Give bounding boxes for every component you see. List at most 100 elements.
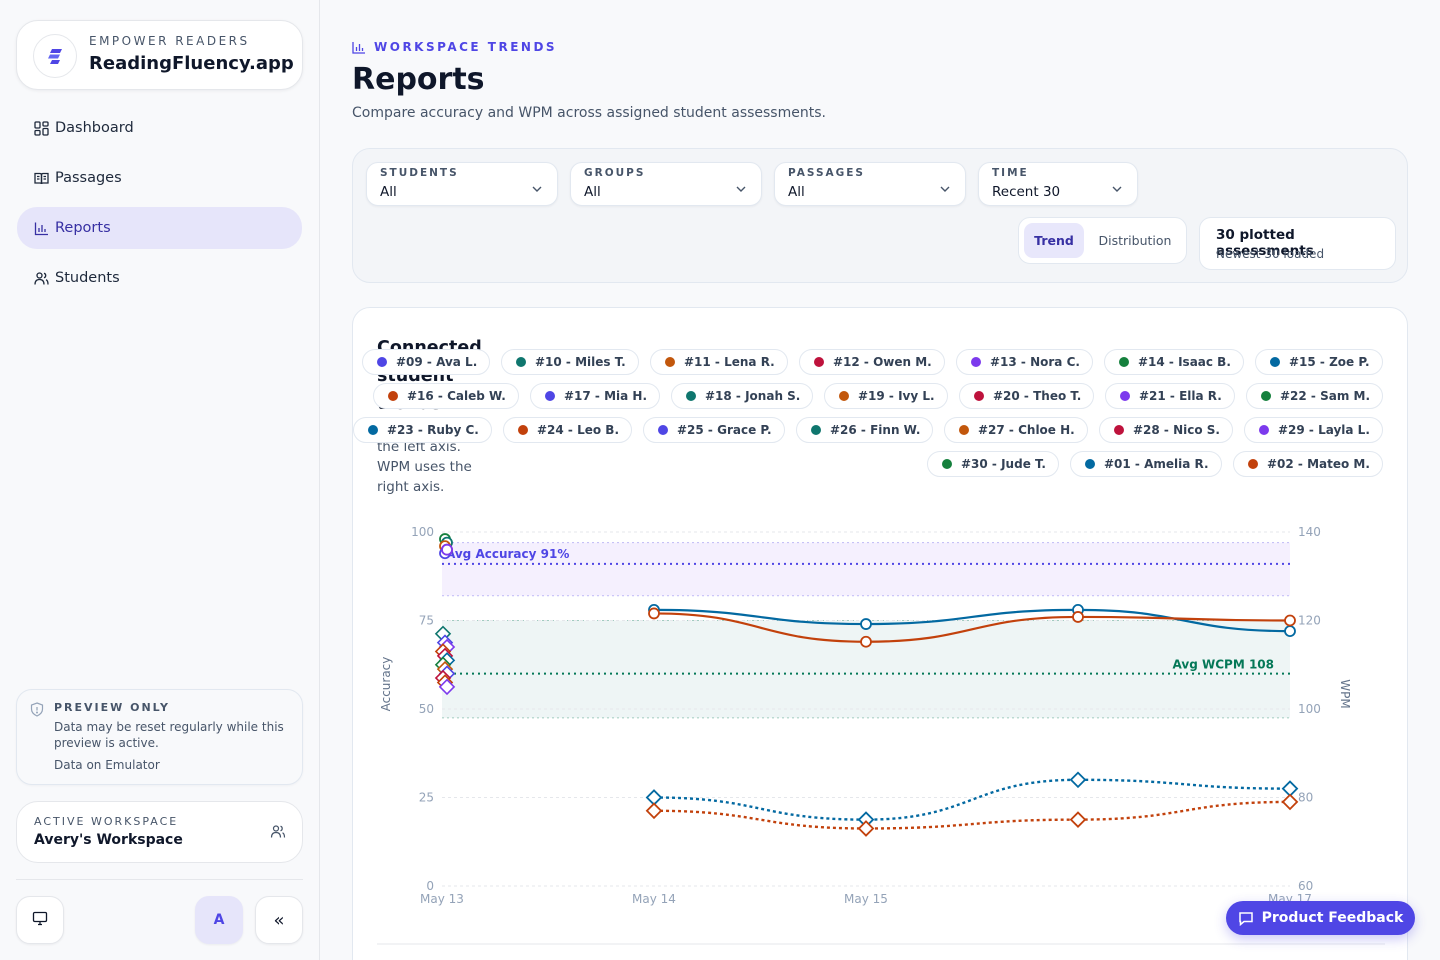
legend-chip[interactable]: #30 - Jude T. — [927, 451, 1059, 477]
legend-dot — [1119, 357, 1129, 367]
legend-chip[interactable]: #11 - Lena R. — [650, 349, 788, 375]
distribution-tab[interactable]: Distribution — [1098, 233, 1172, 248]
legend-chip[interactable]: #01 - Amelia R. — [1070, 451, 1222, 477]
legend-dot — [658, 425, 668, 435]
filter-value: Recent 30 — [992, 184, 1061, 200]
legend-label: #13 - Nora C. — [990, 355, 1080, 369]
legend-chip[interactable]: #24 - Leo B. — [503, 417, 633, 443]
workspace-switcher[interactable]: ACTIVE WORKSPACE Avery's Workspace — [16, 801, 303, 863]
collapse-sidebar-button[interactable]: « — [255, 896, 303, 944]
legend-dot — [518, 425, 528, 435]
bar-chart-icon — [33, 220, 49, 236]
legend-dot — [942, 459, 952, 469]
filter-label: PASSAGES — [788, 167, 865, 179]
legend-chip[interactable]: #29 - Layla L. — [1244, 417, 1383, 443]
legend-dot — [368, 425, 378, 435]
legend-chip[interactable]: #20 - Theo T. — [959, 383, 1095, 409]
chevron-down-icon — [1111, 178, 1123, 197]
legend-label: #22 - Sam M. — [1280, 389, 1371, 403]
workspace-name: Avery's Workspace — [34, 832, 183, 848]
legend-chip[interactable]: #16 - Caleb W. — [373, 383, 519, 409]
filter-value: All — [584, 184, 601, 200]
page-title: Reports — [352, 62, 485, 97]
legend-chip[interactable]: #15 - Zoe P. — [1255, 349, 1383, 375]
legend-chip[interactable]: #26 - Finn W. — [796, 417, 934, 443]
preview-text: Data may be reset regularly while this p… — [54, 720, 284, 750]
students-filter[interactable]: STUDENTS All — [366, 162, 558, 206]
sidebar-item-label: Reports — [55, 220, 111, 236]
preview-title: PREVIEW ONLY — [54, 701, 170, 714]
y-axis-label-right: WPM — [1338, 679, 1352, 708]
wpm-point — [857, 820, 875, 837]
trend-chart: Avg Accuracy 91% Avg WCPM 108 0 60 25 80 50 100… — [377, 525, 1385, 945]
y-tick-label-right: 60 — [1298, 879, 1313, 893]
time-filter[interactable]: TIME Recent 30 — [978, 162, 1138, 206]
passages-filter[interactable]: PASSAGES All — [774, 162, 966, 206]
legend-chip[interactable]: #27 - Chloe H. — [944, 417, 1088, 443]
legend-label: #27 - Chloe H. — [978, 423, 1075, 437]
filter-label: GROUPS — [584, 167, 646, 179]
view-toggle: Trend Distribution — [1018, 217, 1187, 264]
preview-sub: Data on Emulator — [54, 758, 160, 772]
y-tick-label-right: 140 — [1298, 525, 1321, 539]
users-icon — [270, 824, 286, 843]
chat-icon — [1238, 911, 1253, 926]
page-kicker: WORKSPACE TRENDS — [352, 40, 557, 54]
legend-dot — [1261, 391, 1271, 401]
y-tick-label-left: 75 — [419, 614, 434, 628]
wpm-point — [1069, 771, 1087, 789]
legend-chip[interactable]: #22 - Sam M. — [1246, 383, 1384, 409]
legend-chip[interactable]: #02 - Mateo M. — [1233, 451, 1383, 477]
trend-tab[interactable]: Trend — [1024, 223, 1084, 258]
groups-filter[interactable]: GROUPS All — [570, 162, 762, 206]
sidebar-item-label: Dashboard — [55, 120, 134, 136]
sidebar-item-students[interactable]: Students — [17, 257, 302, 299]
y-tick-label-right: 100 — [1298, 702, 1321, 716]
brand-card[interactable]: EMPOWER READERS ReadingFluency.app — [16, 20, 303, 90]
legend-dot — [545, 391, 555, 401]
legend-chip[interactable]: #09 - Ava L. — [362, 349, 491, 375]
count-title: 30 plotted assessments — [1216, 227, 1314, 259]
sidebar-item-reports[interactable]: Reports — [17, 207, 302, 249]
brand-name: ReadingFluency.app — [89, 53, 294, 74]
legend-chip[interactable]: #10 - Miles T. — [501, 349, 639, 375]
accuracy-point — [1284, 614, 1296, 627]
legend-dot — [686, 391, 696, 401]
sidebar-item-label: Students — [55, 270, 120, 286]
y-tick-label-left: 100 — [411, 525, 434, 539]
sidebar-item-passages[interactable]: Passages — [17, 157, 302, 199]
grid-icon — [33, 120, 49, 136]
legend-chip[interactable]: #14 - Isaac B. — [1104, 349, 1244, 375]
assessment-count-badge: 30 plotted assessments Newest 30 loaded — [1199, 217, 1396, 270]
legend-dot — [377, 357, 387, 367]
workspace-label: ACTIVE WORKSPACE — [34, 815, 179, 828]
legend-chip[interactable]: #18 - Jonah S. — [671, 383, 814, 409]
legend-chip[interactable]: #19 - Ivy L. — [824, 383, 948, 409]
legend-dot — [814, 357, 824, 367]
display-mode-button[interactable] — [16, 896, 64, 944]
legend-chip[interactable]: #25 - Grace P. — [643, 417, 785, 443]
legend-dot — [974, 391, 984, 401]
legend-chip[interactable]: #13 - Nora C. — [956, 349, 1093, 375]
legend-chip[interactable]: #21 - Ella R. — [1105, 383, 1235, 409]
legend-chip[interactable]: #28 - Nico S. — [1099, 417, 1233, 443]
sidebar-item-dashboard[interactable]: Dashboard — [17, 107, 302, 149]
wpm-point — [857, 811, 875, 828]
legend-chip[interactable]: #23 - Ruby C. — [353, 417, 492, 443]
legend-chip[interactable]: #12 - Owen M. — [799, 349, 945, 375]
chevron-down-icon — [939, 178, 951, 197]
wpm-point — [645, 789, 663, 806]
product-feedback-button[interactable]: Product Feedback — [1226, 901, 1415, 935]
filter-value: All — [380, 184, 397, 200]
legend-chip[interactable]: #17 - Mia H. — [530, 383, 661, 409]
book-icon — [33, 170, 49, 186]
sidebar: EMPOWER READERS ReadingFluency.app Dashb… — [0, 0, 320, 960]
accuracy-point — [1284, 625, 1296, 638]
y-tick-label-left: 50 — [419, 702, 434, 716]
legend-label: #11 - Lena R. — [684, 355, 775, 369]
legend-dot — [1270, 357, 1280, 367]
legend-dot — [1248, 459, 1258, 469]
accuracy-series-line — [653, 612, 1291, 643]
avatar[interactable]: A — [195, 896, 243, 944]
legend-label: #15 - Zoe P. — [1289, 355, 1370, 369]
